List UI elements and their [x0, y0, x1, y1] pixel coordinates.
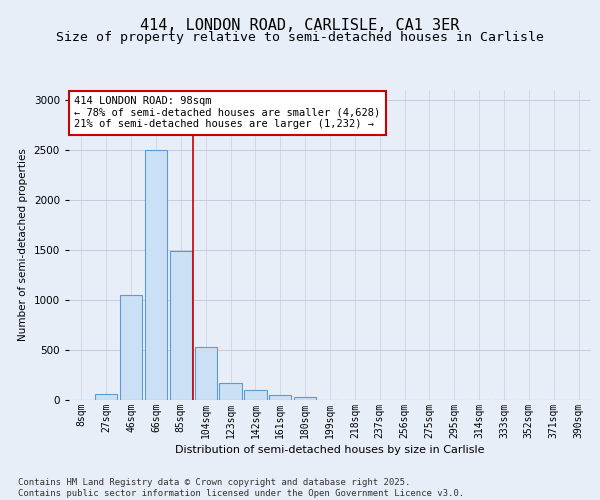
Bar: [269, 395, 292, 400]
X-axis label: Distribution of semi-detached houses by size in Carlisle: Distribution of semi-detached houses by …: [175, 445, 485, 455]
Y-axis label: Number of semi-detached properties: Number of semi-detached properties: [18, 148, 28, 342]
Bar: [294, 397, 316, 400]
Bar: [194, 347, 217, 400]
Bar: [244, 390, 266, 400]
Bar: [170, 251, 192, 400]
Text: 414, LONDON ROAD, CARLISLE, CA1 3ER: 414, LONDON ROAD, CARLISLE, CA1 3ER: [140, 18, 460, 32]
Bar: [220, 382, 242, 400]
Bar: [95, 394, 118, 400]
Text: 414 LONDON ROAD: 98sqm
← 78% of semi-detached houses are smaller (4,628)
21% of : 414 LONDON ROAD: 98sqm ← 78% of semi-det…: [74, 96, 380, 130]
Bar: [120, 295, 142, 400]
Bar: [145, 150, 167, 400]
Text: Contains HM Land Registry data © Crown copyright and database right 2025.
Contai: Contains HM Land Registry data © Crown c…: [18, 478, 464, 498]
Text: Size of property relative to semi-detached houses in Carlisle: Size of property relative to semi-detach…: [56, 31, 544, 44]
